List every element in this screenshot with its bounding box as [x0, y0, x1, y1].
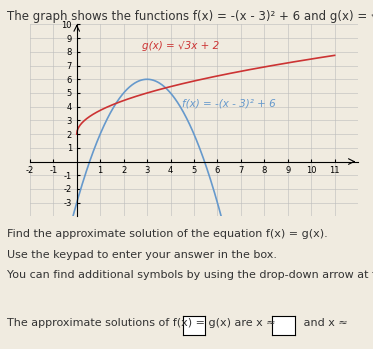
Text: You can find additional symbols by using the drop-down arrow at the top of the k: You can find additional symbols by using… [7, 270, 373, 281]
Text: The graph shows the functions f(x) = -(x - 3)² + 6 and g(x) = √3x + 2.: The graph shows the functions f(x) = -(x… [7, 10, 373, 23]
Text: Find the approximate solution of the equation f(x) = g(x).: Find the approximate solution of the equ… [7, 229, 328, 239]
Text: f(x) = -(x - 3)² + 6: f(x) = -(x - 3)² + 6 [182, 99, 276, 109]
Text: The approximate solutions of f(x) = g(x) are x ≈        and x ≈: The approximate solutions of f(x) = g(x)… [7, 318, 348, 328]
Text: g(x) = √3x + 2: g(x) = √3x + 2 [142, 41, 220, 51]
Text: Use the keypad to enter your answer in the box.: Use the keypad to enter your answer in t… [7, 250, 278, 260]
